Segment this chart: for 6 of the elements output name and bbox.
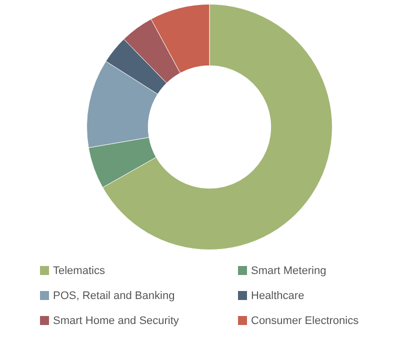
legend-label: Smart Home and Security: [53, 314, 179, 326]
legend-label: POS, Retail and Banking: [53, 290, 175, 302]
legend-label: Consumer Electronics: [251, 314, 359, 326]
legend-label: Smart Metering: [251, 264, 326, 276]
legend-label: Telematics: [53, 264, 105, 276]
legend-label: Healthcare: [251, 290, 304, 302]
